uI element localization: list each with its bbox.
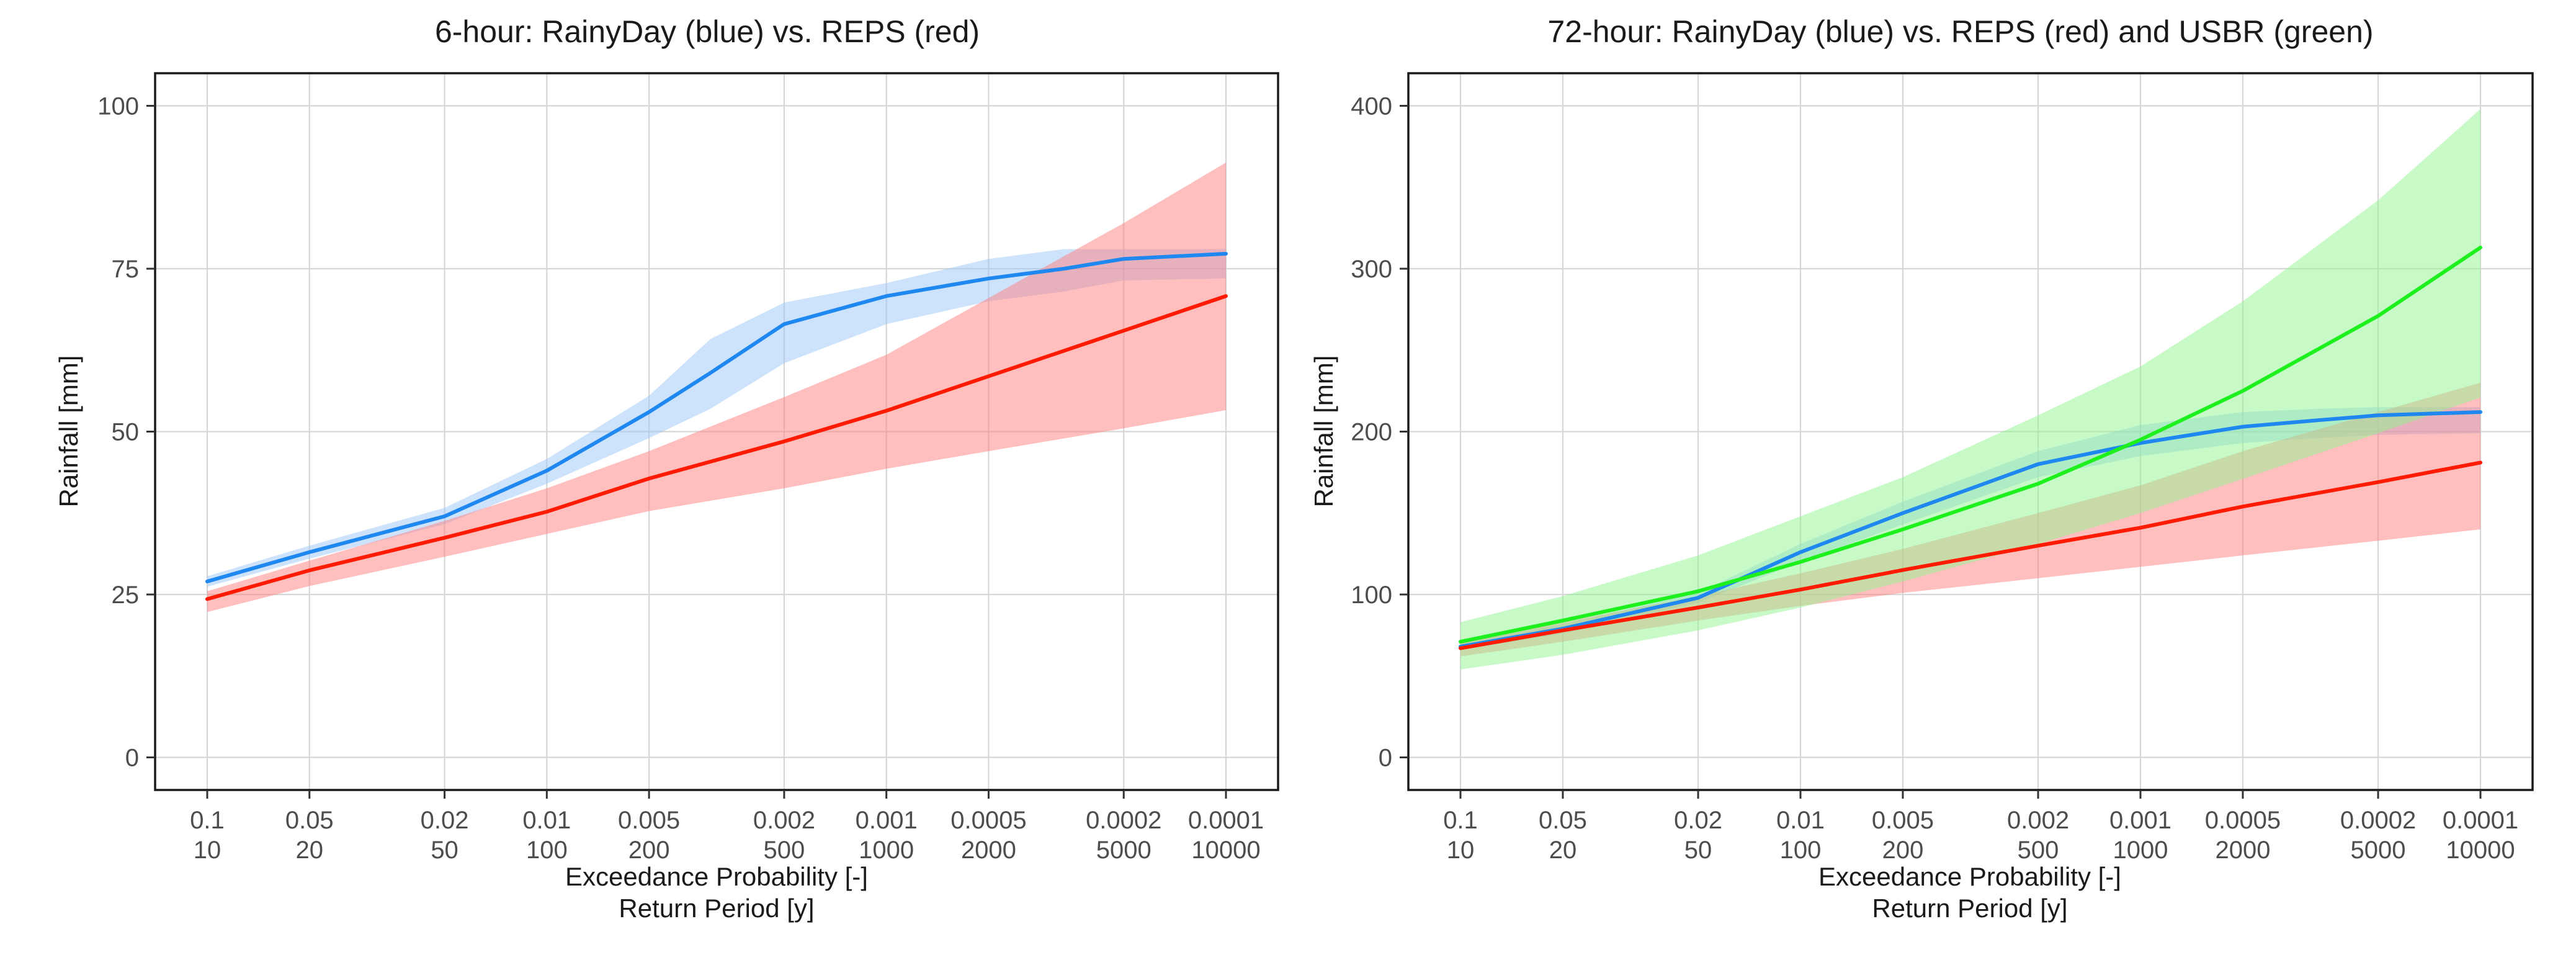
- x-tick-label-7-6-hour: 0.0005: [950, 807, 1026, 834]
- x-tick-label2-7-6-hour: 2000: [961, 837, 1016, 864]
- x-tick-label2-3-72-hour: 100: [1780, 837, 1822, 864]
- x-tick-label2-5-6-hour: 500: [764, 837, 805, 864]
- x-tick-label-8-72-hour: 0.0002: [2340, 807, 2416, 834]
- x-tick-label-1-72-hour: 0.05: [1539, 807, 1587, 834]
- x-tick-label2-4-6-hour: 200: [628, 837, 670, 864]
- x-tick-label-8-6-hour: 0.0002: [1086, 807, 1161, 834]
- y-tick-label-0-72-hour: 0: [1379, 745, 1392, 772]
- x-tick-label-3-72-hour: 0.01: [1776, 807, 1825, 834]
- series-line-reps-6-hour: [205, 294, 1228, 601]
- y-axis-label-72-hour: Rainfall [mm]: [1309, 355, 1338, 507]
- x-tick-label2-0-6-hour: 10: [194, 837, 221, 864]
- x-tick-label-2-72-hour: 0.02: [1674, 807, 1722, 834]
- chart-title-72-hour: 72-hour: RainyDay (blue) vs. REPS (red) …: [1547, 14, 2373, 49]
- series-line-usbr-72-hour: [1459, 245, 2482, 644]
- x-tick-label-2-6-hour: 0.02: [421, 807, 469, 834]
- band-rainyday-6-hour: [207, 249, 1226, 587]
- series-lines-6-hour: [205, 251, 1228, 601]
- y-axis-ticks-72-hour: 0 100 200 300 400: [1351, 93, 1408, 772]
- x-tick-label-3-6-hour: 0.01: [522, 807, 571, 834]
- y-tick-label-3-72-hour: 300: [1351, 256, 1392, 283]
- x-tick-label2-8-6-hour: 5000: [1096, 837, 1152, 864]
- y-tick-label-0-6-hour: 0: [125, 745, 139, 772]
- x-axis-ticks-72-hour: 0.1 10 0.05 20 0.02 50 0.01 100 0.005 200 0.002 500…: [1443, 790, 2518, 864]
- uncertainty-bands-6-hour: [207, 162, 1226, 612]
- series-line-rainyday-6-hour: [205, 251, 1228, 583]
- series-line-rainyday-72-hour: [1459, 410, 2482, 648]
- x-axis-label-6-hour: Exceedance Probability [-]: [565, 862, 868, 891]
- x-tick-label2-8-72-hour: 5000: [2351, 837, 2406, 864]
- x-tick-label2-5-72-hour: 500: [2018, 837, 2059, 864]
- x-tick-label2-4-72-hour: 200: [1882, 837, 1924, 864]
- y-tick-label-1-72-hour: 100: [1351, 581, 1392, 609]
- y-tick-label-4-72-hour: 400: [1351, 93, 1392, 120]
- y-tick-label-1-6-hour: 25: [112, 581, 140, 609]
- x-tick-label-0-6-hour: 0.1: [190, 807, 225, 834]
- x-tick-label2-2-6-hour: 50: [431, 837, 458, 864]
- x-tick-label-4-6-hour: 0.005: [618, 807, 680, 834]
- series-line-reps-72-hour: [1459, 460, 2482, 650]
- x-tick-label2-1-72-hour: 20: [1549, 837, 1577, 864]
- x-axis-ticks-6-hour: 0.1 10 0.05 20 0.02 50 0.01 100 0.005 200 0.002 500…: [190, 790, 1264, 864]
- y-tick-label-4-6-hour: 100: [97, 93, 139, 120]
- x-tick-label2-9-6-hour: 10000: [1191, 837, 1260, 864]
- x-tick-label-9-6-hour: 0.0001: [1188, 807, 1264, 834]
- x-tick-label2-9-72-hour: 10000: [2446, 837, 2515, 864]
- x-tick-label2-1-6-hour: 20: [296, 837, 324, 864]
- x-tick-label2-6-6-hour: 1000: [859, 837, 914, 864]
- x-tick-label2-0-72-hour: 10: [1447, 837, 1475, 864]
- x-axis-label-72-hour: Exceedance Probability [-]: [1818, 862, 2121, 891]
- y-tick-label-3-6-hour: 75: [112, 256, 140, 283]
- x-tick-label2-7-72-hour: 2000: [2215, 837, 2270, 864]
- panel-72-hour: 72-hour: RainyDay (blue) vs. REPS (red) …: [1309, 14, 2534, 923]
- x-tick-label-7-72-hour: 0.0005: [2205, 807, 2281, 834]
- series-lines-72-hour: [1459, 245, 2482, 650]
- x-tick-label-6-6-hour: 0.001: [856, 807, 918, 834]
- x-tick-label-6-72-hour: 0.001: [2109, 807, 2171, 834]
- y-tick-label-2-6-hour: 50: [112, 419, 140, 446]
- x-axis-label2-72-hour: Return Period [y]: [1872, 894, 2067, 923]
- x-axis-label2-6-hour: Return Period [y]: [619, 894, 814, 923]
- x-tick-label2-6-72-hour: 1000: [2113, 837, 2168, 864]
- y-axis-label-6-hour: Rainfall [mm]: [54, 355, 83, 507]
- uncertainty-bands-72-hour: [1460, 109, 2480, 670]
- x-tick-label-0-72-hour: 0.1: [1443, 807, 1478, 834]
- y-axis-ticks-6-hour: 0 25 50 75 100: [97, 93, 155, 772]
- x-tick-label-5-72-hour: 0.002: [2007, 807, 2069, 834]
- panel-6-hour: 6-hour: RainyDay (blue) vs. REPS (red) 0…: [54, 14, 1279, 923]
- x-tick-label-4-72-hour: 0.005: [1872, 807, 1934, 834]
- x-tick-label2-2-72-hour: 50: [1684, 837, 1712, 864]
- chart-title-6-hour: 6-hour: RainyDay (blue) vs. REPS (red): [435, 14, 980, 49]
- x-tick-label-9-72-hour: 0.0001: [2443, 807, 2518, 834]
- x-tick-label2-3-6-hour: 100: [526, 837, 568, 864]
- x-tick-label-1-6-hour: 0.05: [285, 807, 334, 834]
- y-tick-label-2-72-hour: 200: [1351, 419, 1392, 446]
- x-tick-label-5-6-hour: 0.002: [753, 807, 815, 834]
- band-reps-6-hour: [207, 162, 1226, 612]
